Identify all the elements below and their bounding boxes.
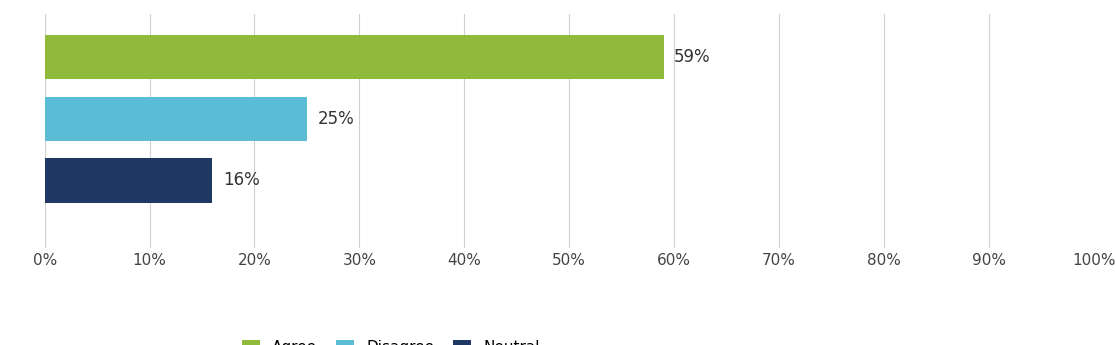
Bar — [45, 35, 664, 79]
Bar — [45, 97, 307, 141]
Text: 59%: 59% — [674, 48, 711, 66]
Legend: Agree, Disagree, Neutral: Agree, Disagree, Neutral — [234, 332, 548, 345]
Text: 16%: 16% — [223, 171, 260, 189]
Text: 25%: 25% — [317, 110, 354, 128]
Bar — [45, 158, 212, 203]
